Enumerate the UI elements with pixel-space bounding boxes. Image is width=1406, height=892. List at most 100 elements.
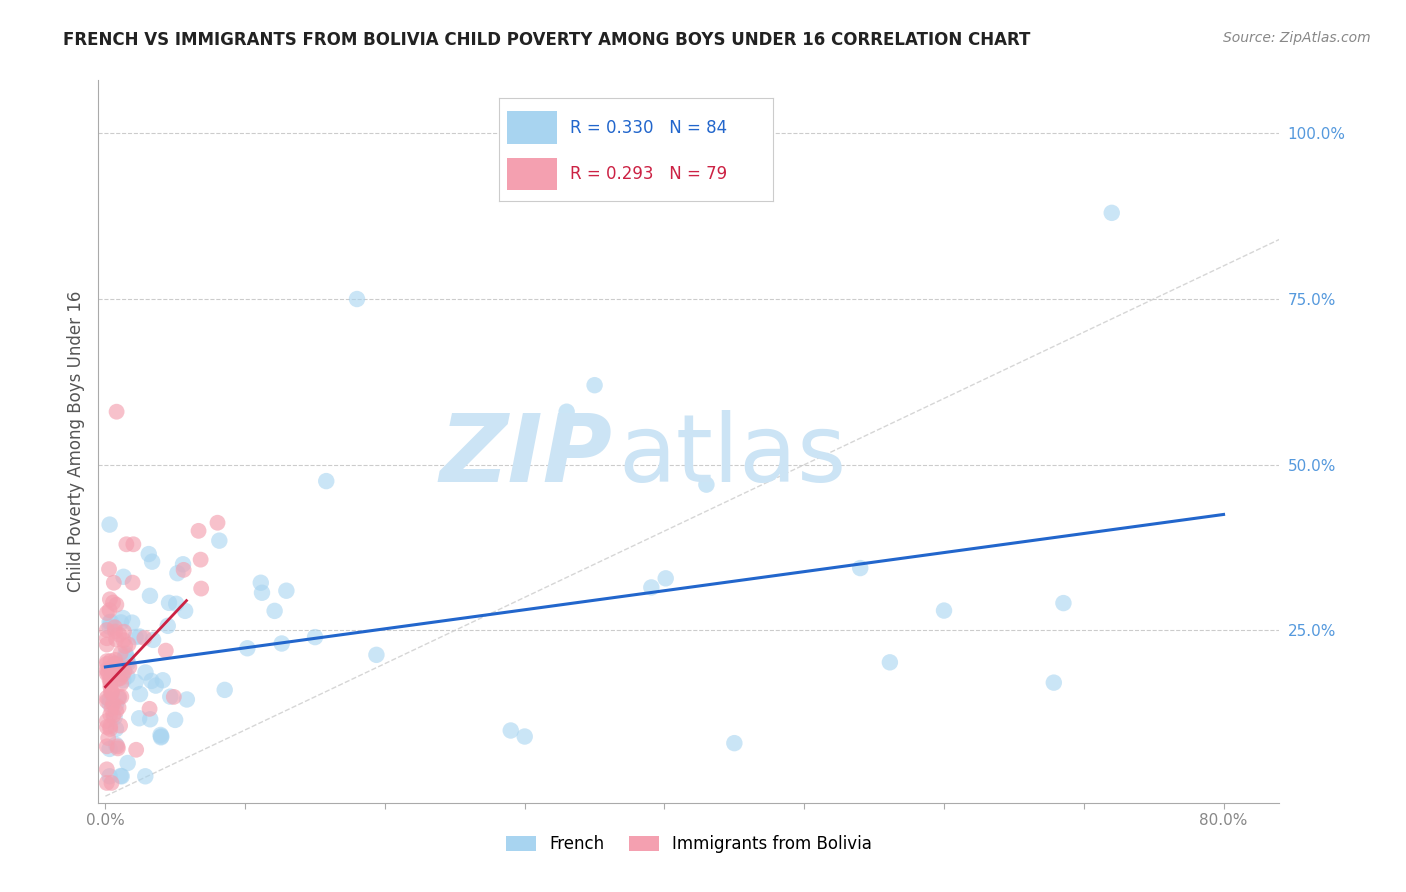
Immigrants from Bolivia (107, 672, 129, 686)
Immigrants from Bolivia (104, 624, 127, 639)
French (304, 630, 326, 644)
Immigrants from Bolivia (108, 718, 131, 732)
French (98, 692, 121, 706)
Immigrants from Bolivia (207, 516, 229, 530)
French (111, 611, 134, 625)
French (149, 728, 172, 742)
Immigrants from Bolivia (101, 595, 124, 609)
Immigrants from Bolivia (107, 739, 129, 754)
Immigrants from Bolivia (105, 632, 128, 647)
French (117, 656, 139, 670)
Immigrants from Bolivia (96, 720, 118, 734)
French (138, 547, 160, 561)
French (134, 769, 156, 783)
French (555, 405, 578, 419)
Immigrants from Bolivia (108, 690, 131, 704)
Immigrants from Bolivia (190, 582, 212, 596)
Y-axis label: Child Poverty Among Boys Under 16: Child Poverty Among Boys Under 16 (66, 291, 84, 592)
French (110, 769, 132, 783)
French (98, 769, 121, 783)
Legend: French, Immigrants from Bolivia: French, Immigrants from Bolivia (499, 828, 879, 860)
Immigrants from Bolivia (112, 624, 135, 639)
Bar (508, 112, 557, 145)
French (112, 651, 135, 665)
French (115, 654, 138, 668)
Immigrants from Bolivia (98, 719, 121, 733)
Immigrants from Bolivia (107, 700, 129, 714)
Immigrants from Bolivia (163, 690, 186, 704)
Immigrants from Bolivia (117, 637, 139, 651)
French (695, 477, 717, 491)
Text: ZIP: ZIP (439, 410, 612, 502)
Immigrants from Bolivia (134, 631, 156, 645)
Bar (508, 158, 557, 190)
Immigrants from Bolivia (108, 627, 131, 641)
French (583, 378, 606, 392)
French (150, 731, 173, 745)
Immigrants from Bolivia (105, 598, 128, 612)
French (208, 533, 231, 548)
Immigrants from Bolivia (101, 686, 124, 700)
French (124, 675, 146, 690)
French (654, 571, 676, 585)
Immigrants from Bolivia (114, 664, 136, 678)
French (98, 620, 121, 634)
Immigrants from Bolivia (105, 704, 128, 718)
Immigrants from Bolivia (110, 676, 132, 690)
Immigrants from Bolivia (101, 697, 124, 711)
Immigrants from Bolivia (97, 731, 120, 745)
French (104, 657, 127, 671)
French (110, 666, 132, 681)
French (276, 583, 298, 598)
French (166, 566, 188, 581)
Immigrants from Bolivia (100, 685, 122, 699)
French (98, 615, 121, 630)
Immigrants from Bolivia (100, 683, 122, 698)
Immigrants from Bolivia (98, 562, 121, 576)
Immigrants from Bolivia (97, 665, 120, 680)
French (150, 730, 173, 744)
French (932, 603, 955, 617)
Immigrants from Bolivia (100, 701, 122, 715)
Immigrants from Bolivia (121, 575, 143, 590)
Immigrants from Bolivia (96, 623, 118, 637)
French (107, 691, 129, 706)
Immigrants from Bolivia (104, 620, 127, 634)
Immigrants from Bolivia (100, 654, 122, 668)
Immigrants from Bolivia (104, 653, 127, 667)
French (1052, 596, 1074, 610)
Text: Source: ZipAtlas.com: Source: ZipAtlas.com (1223, 31, 1371, 45)
Immigrants from Bolivia (108, 672, 131, 686)
French (1043, 675, 1066, 690)
Immigrants from Bolivia (98, 603, 121, 617)
French (849, 561, 872, 575)
French (640, 581, 662, 595)
French (165, 597, 187, 611)
Immigrants from Bolivia (112, 633, 135, 648)
French (157, 596, 180, 610)
French (214, 682, 236, 697)
French (114, 647, 136, 661)
French (117, 756, 139, 770)
French (152, 673, 174, 688)
French (141, 555, 163, 569)
French (366, 648, 388, 662)
Immigrants from Bolivia (114, 639, 136, 653)
French (103, 710, 125, 724)
Immigrants from Bolivia (98, 663, 121, 677)
French (165, 713, 187, 727)
French (346, 292, 368, 306)
French (879, 656, 901, 670)
French (249, 575, 271, 590)
French (129, 687, 152, 701)
Immigrants from Bolivia (96, 631, 118, 645)
French (112, 673, 135, 688)
French (100, 663, 122, 677)
French (142, 632, 165, 647)
French (250, 586, 273, 600)
French (128, 630, 150, 644)
Immigrants from Bolivia (105, 405, 128, 419)
Immigrants from Bolivia (107, 741, 129, 756)
French (98, 517, 121, 532)
French (112, 570, 135, 584)
